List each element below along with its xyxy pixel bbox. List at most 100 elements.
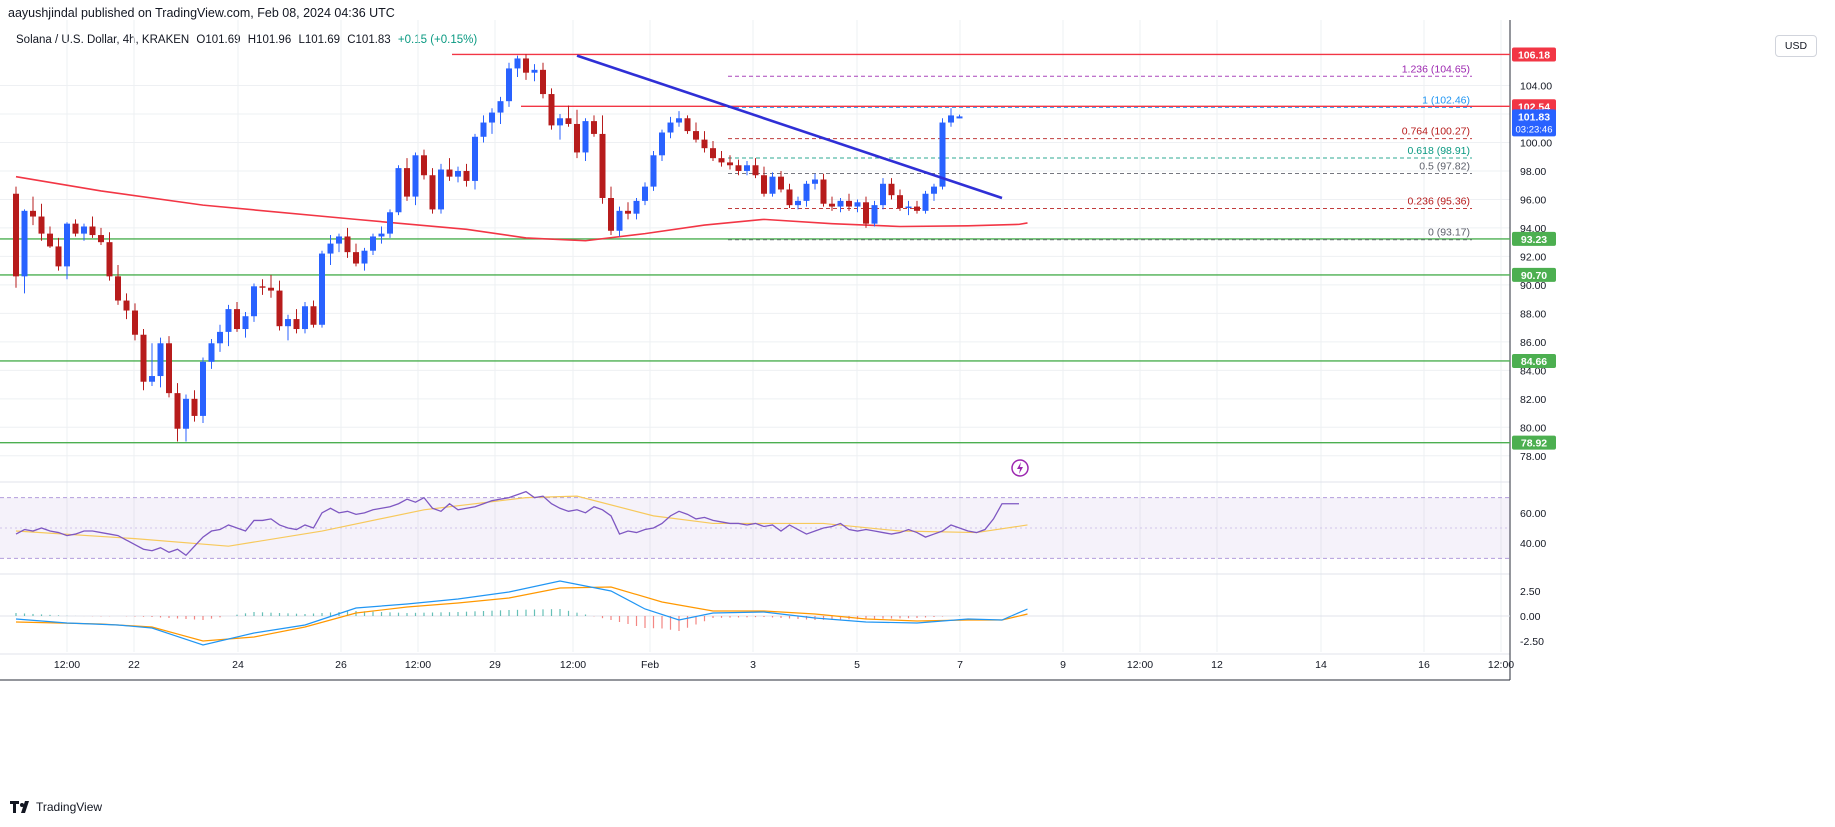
candle	[21, 209, 28, 294]
candle-body	[778, 176, 784, 190]
y-tick-label: 98.00	[1520, 166, 1546, 178]
candle-body	[140, 334, 147, 382]
candle-body	[480, 122, 487, 137]
candle	[72, 219, 79, 237]
candle-body	[769, 176, 776, 194]
tradingview-brand[interactable]: TradingView	[10, 800, 102, 814]
candle	[616, 206, 623, 237]
candle	[837, 198, 844, 213]
candle-body	[242, 316, 249, 330]
candle-body	[863, 202, 869, 224]
current-price-tag	[1512, 109, 1556, 137]
candle	[523, 54, 529, 80]
candle-body	[370, 236, 376, 251]
candle	[897, 189, 903, 211]
alert-icon-bolt	[1017, 462, 1023, 474]
candle-body	[735, 165, 742, 171]
resistance-price-label: 106.18	[1518, 49, 1550, 61]
candle	[302, 301, 308, 334]
candle-body	[259, 286, 266, 288]
candle-body	[914, 206, 920, 211]
rsi-tick-label: 60.00	[1520, 508, 1546, 520]
candle-body	[234, 309, 240, 330]
candle	[854, 199, 861, 213]
candle	[327, 235, 334, 265]
candle-body	[166, 343, 172, 394]
candle	[710, 141, 716, 161]
candle-body	[820, 179, 827, 204]
candle	[608, 186, 614, 236]
candle	[489, 108, 495, 134]
candle	[914, 200, 920, 214]
y-tick-label: 88.00	[1520, 308, 1546, 320]
candle-body	[64, 223, 70, 267]
symbol-title: Solana / U.S. Dollar, 4h, KRAKEN	[16, 34, 190, 46]
x-tick-label: 16	[1418, 659, 1430, 671]
candle	[633, 198, 640, 220]
x-tick-label: 14	[1315, 659, 1327, 671]
candle	[140, 329, 147, 391]
candle	[268, 274, 274, 298]
candle-body	[115, 276, 121, 301]
candle	[455, 166, 461, 183]
candle-body	[744, 165, 750, 171]
candle-body	[608, 198, 614, 231]
candle	[778, 170, 784, 193]
candle-body	[421, 155, 427, 176]
candle-body	[880, 183, 886, 206]
candle-body	[268, 287, 274, 291]
ohlc-high: H101.96	[247, 34, 292, 46]
candle-body	[795, 200, 801, 206]
candle-body	[191, 398, 198, 416]
candle	[931, 183, 937, 201]
candle	[531, 64, 538, 82]
candle-body	[752, 165, 759, 176]
candle	[319, 250, 325, 328]
candle	[574, 109, 580, 159]
x-tick-label: 26	[335, 659, 347, 671]
candle-body	[948, 115, 954, 123]
candle	[922, 190, 929, 214]
candle-body	[472, 136, 478, 181]
candle	[174, 383, 181, 442]
fib-level-label: 1.236 (104.65)	[1402, 63, 1470, 75]
candle-body	[183, 398, 189, 429]
candle-body	[905, 206, 912, 208]
candle	[123, 293, 130, 320]
candle-body	[378, 233, 385, 237]
candle-body	[531, 69, 538, 73]
candle-body	[429, 175, 436, 210]
candle-body	[438, 169, 444, 210]
y-tick-label: 96.00	[1520, 194, 1546, 206]
candle-body	[761, 175, 767, 194]
rsi-tick-label: 40.00	[1520, 538, 1546, 550]
candle	[514, 55, 521, 77]
candle-body	[574, 123, 580, 153]
candle-body	[557, 118, 563, 126]
support-price-label: 90.70	[1521, 270, 1547, 282]
candle-body	[523, 58, 529, 73]
tradingview-logo-icon	[10, 801, 29, 813]
candle-body	[72, 223, 79, 234]
candle-body	[225, 309, 232, 332]
candle-body	[599, 133, 606, 199]
candle-body	[591, 121, 597, 134]
y-tick-label: 82.00	[1520, 394, 1546, 406]
candle-body	[455, 170, 461, 177]
candle-body	[489, 112, 495, 123]
candle	[557, 113, 563, 140]
currency-selector[interactable]: USD	[1775, 35, 1817, 57]
candle	[115, 264, 121, 305]
candle	[259, 279, 266, 295]
candle	[752, 158, 759, 179]
candle	[905, 200, 912, 216]
candle	[387, 209, 393, 238]
candle	[667, 116, 674, 139]
macd-tick-label: 2.50	[1520, 586, 1541, 598]
current-price-label: 101.83	[1518, 111, 1550, 123]
support-price-label: 93.23	[1521, 234, 1547, 246]
candle	[446, 158, 453, 181]
candle	[565, 105, 572, 127]
candle-body	[412, 155, 419, 197]
